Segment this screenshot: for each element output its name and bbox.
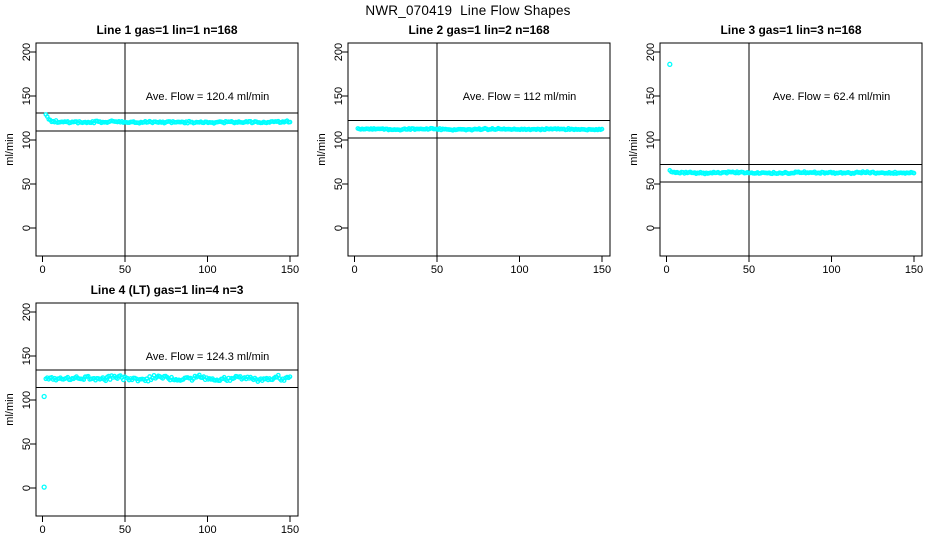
plot-box	[347, 42, 611, 257]
y-tick-label: 100	[645, 131, 657, 149]
data-points	[355, 125, 605, 133]
plot-box	[35, 42, 299, 257]
data-point	[911, 170, 917, 176]
y-tick-label: 100	[21, 391, 33, 409]
x-tick-label: 0	[39, 524, 45, 536]
y-tick-label: 0	[21, 225, 33, 231]
data-points	[667, 61, 917, 177]
y-tick-label: 200	[645, 43, 657, 61]
y-axis-label: ml/min	[628, 133, 640, 165]
subplot-line-2: 0 50 100 150 0 50 100 150 200 ml/min Line 2 gas=1 …	[316, 23, 611, 276]
y-tick-label: 50	[21, 178, 33, 190]
x-tick-label: 150	[593, 264, 611, 276]
y-tick-label: 0	[21, 485, 33, 491]
y-tick-label: 200	[21, 303, 33, 321]
ave-flow-annotation: Ave. Flow = 112 ml/min	[463, 91, 577, 103]
y-tick-label: 50	[645, 178, 657, 190]
main-title: NWR_070419 Line Flow Shapes	[365, 3, 571, 18]
data-point	[599, 126, 605, 132]
y-axis-label: ml/min	[4, 393, 16, 425]
data-point	[107, 377, 113, 382]
x-tick-label: 50	[431, 264, 443, 276]
data-points	[41, 372, 293, 490]
x-tick-label: 150	[281, 524, 299, 536]
subplot-line-1: 0 50 100 150 0 50 100 150 200 ml/min Line 1 gas=1 …	[4, 23, 299, 276]
x-tick-label: 0	[39, 264, 45, 276]
x-tick-label: 100	[510, 264, 528, 276]
outlier-point	[41, 484, 47, 490]
data-point	[103, 378, 109, 384]
y-tick-label: 200	[21, 43, 33, 61]
y-tick-label: 200	[333, 43, 345, 61]
plot-box	[659, 42, 923, 257]
ave-flow-annotation: Ave. Flow = 124.3 ml/min	[146, 351, 270, 363]
ave-flow-annotation: Ave. Flow = 120.4 ml/min	[146, 91, 270, 103]
x-tick-label: 100	[822, 264, 840, 276]
y-tick-label: 50	[333, 178, 345, 190]
y-tick-label: 0	[333, 225, 345, 231]
x-tick-label: 100	[198, 524, 216, 536]
ave-flow-annotation: Ave. Flow = 62.4 ml/min	[773, 91, 890, 103]
y-tick-label: 100	[21, 131, 33, 149]
subplot-line-4: 0 50 100 150 0 50 100 150 200 ml/min Line 4 (LT) g…	[4, 283, 299, 536]
y-tick-label: 150	[333, 87, 345, 105]
x-tick-label: 150	[281, 264, 299, 276]
subplot-title: Line 3 gas=1 lin=3 n=168	[720, 23, 861, 37]
data-points	[43, 112, 293, 126]
subplot-title: Line 4 (LT) gas=1 lin=4 n=3	[91, 283, 244, 297]
subplot-line-3: 0 50 100 150 0 50 100 150 200 ml/min Line 3 gas=1 …	[628, 23, 923, 276]
x-tick-label: 0	[351, 264, 357, 276]
x-tick-label: 50	[119, 264, 131, 276]
y-tick-label: 150	[21, 87, 33, 105]
data-point	[287, 119, 293, 125]
plot-box	[35, 302, 299, 517]
data-point	[287, 374, 293, 380]
x-tick-label: 50	[119, 524, 131, 536]
y-axis-label: ml/min	[4, 133, 16, 165]
y-axis-label: ml/min	[316, 133, 328, 165]
x-tick-label: 50	[743, 264, 755, 276]
x-tick-label: 0	[663, 264, 669, 276]
subplot-title: Line 2 gas=1 lin=2 n=168	[408, 23, 549, 37]
y-tick-label: 50	[21, 438, 33, 450]
y-tick-label: 100	[333, 131, 345, 149]
y-tick-label: 150	[645, 87, 657, 105]
outlier-point	[41, 393, 47, 400]
outlier-point	[667, 61, 673, 67]
x-tick-label: 150	[905, 264, 923, 276]
x-tick-label: 100	[198, 264, 216, 276]
y-tick-label: 0	[645, 225, 657, 231]
subplot-title: Line 1 gas=1 lin=1 n=168	[96, 23, 237, 37]
y-tick-label: 150	[21, 347, 33, 365]
